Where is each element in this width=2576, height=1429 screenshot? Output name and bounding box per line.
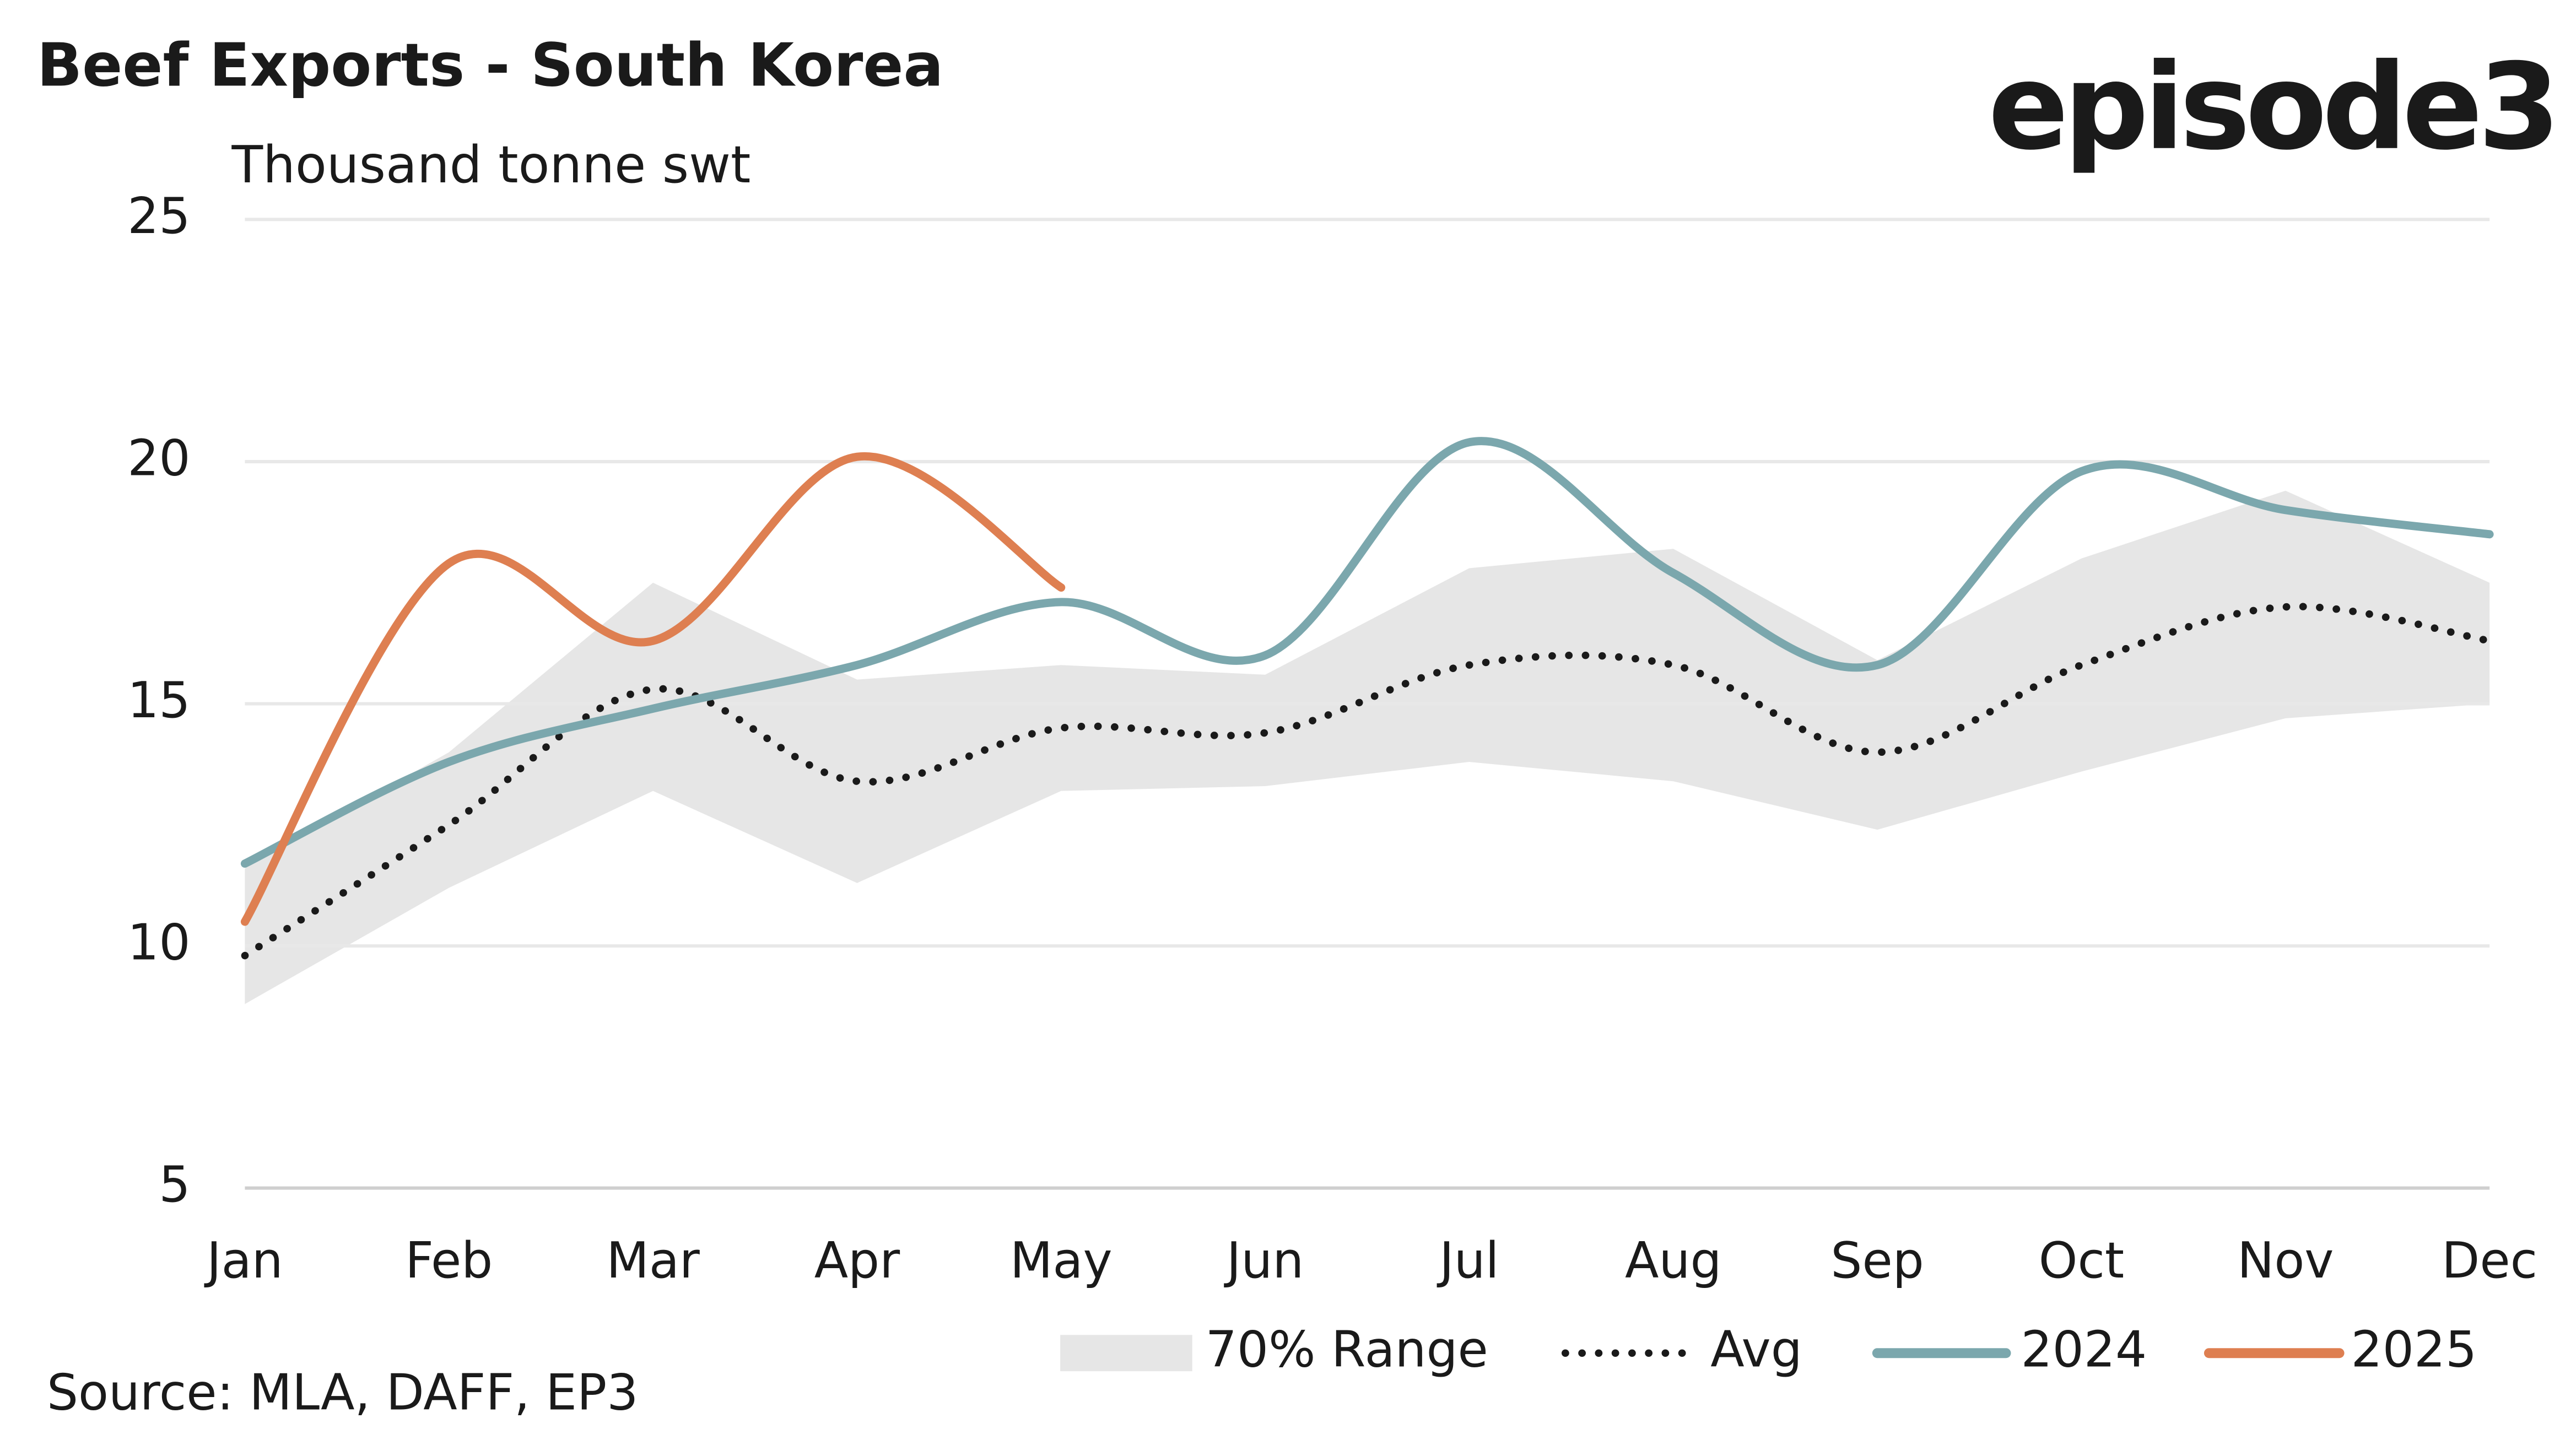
chart-title: Beef Exports - South Korea (37, 31, 943, 100)
subtitle: Thousand tonne swt (231, 135, 750, 194)
series-line (241, 603, 2493, 960)
x-tick-label: Apr (814, 1232, 900, 1290)
series-line (240, 437, 2494, 868)
source: Source: MLA, DAFF, EP3 (47, 1364, 638, 1421)
x-tick-label: Mar (606, 1232, 700, 1290)
x-tick-label: Feb (405, 1232, 493, 1290)
y-tick-label: 5 (159, 1156, 190, 1214)
x-tick-label: Aug (1625, 1232, 1721, 1290)
series-line (240, 452, 1066, 926)
legend-label: 70% Range (1206, 1322, 1488, 1379)
y-tick-label: 10 (127, 914, 190, 972)
y-tick-label: 25 (127, 188, 190, 245)
x-tick-label: May (1010, 1232, 1113, 1290)
x-tick-label: Nov (2237, 1232, 2334, 1290)
x-tick-label: Oct (2039, 1232, 2124, 1290)
range-area (245, 490, 2490, 1004)
x-tick-label: Sep (1830, 1232, 1924, 1290)
x-tick-label: Jun (1224, 1232, 1304, 1290)
y-tick-label: 20 (127, 430, 190, 487)
x-tick-label: Dec (2442, 1232, 2537, 1290)
legend-swatch (1060, 1335, 1192, 1372)
logo: episode3 (1988, 38, 2556, 176)
y-tick-label: 15 (127, 672, 190, 729)
legend-label: Avg (1710, 1322, 1802, 1379)
legend-label: 2025 (2351, 1322, 2477, 1379)
x-tick-label: Jan (204, 1232, 283, 1290)
legend-label: 2024 (2021, 1322, 2147, 1379)
x-tick-label: Jul (1436, 1232, 1499, 1290)
